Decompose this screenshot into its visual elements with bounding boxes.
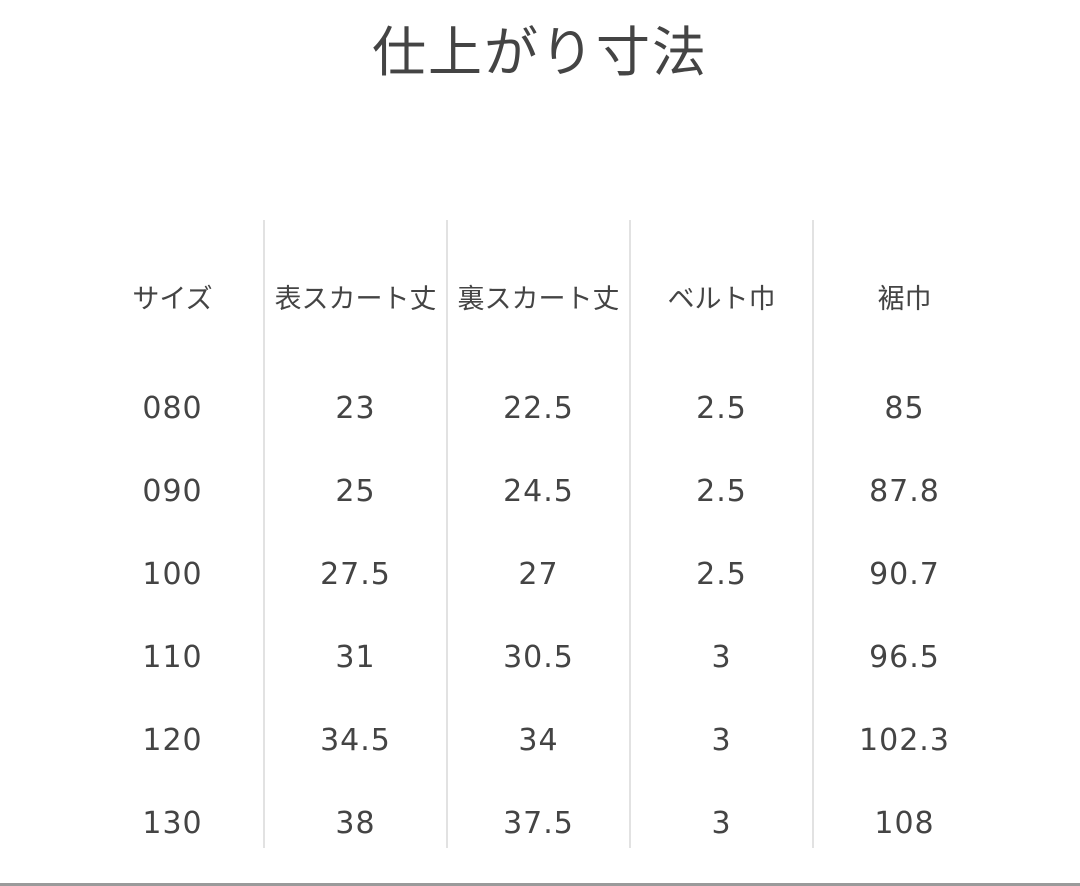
cell-size: 080 — [142, 391, 203, 426]
cell-size: 090 — [142, 474, 203, 509]
cell-belt-width: 2.5 — [696, 474, 747, 509]
cell-belt-width: 3 — [711, 806, 732, 841]
header-inner-skirt-length: 裏スカート丈 — [457, 284, 620, 315]
cell-size: 110 — [142, 640, 203, 675]
cell-inner-skirt-length: 24.5 — [503, 474, 574, 509]
cell-outer-skirt-length: 31 — [335, 640, 376, 675]
table-row: 080 23 22.5 2.5 85 — [81, 367, 996, 450]
table-header-row: サイズ 表スカート丈 裏スカート丈 ベルト巾 裾巾 — [81, 220, 996, 367]
header-belt-width: ベルト巾 — [667, 284, 776, 315]
cell-outer-skirt-length: 25 — [335, 474, 376, 509]
cell-outer-skirt-length: 23 — [335, 391, 376, 426]
header-outer-skirt-length: 表スカート丈 — [274, 284, 437, 315]
cell-hem-width: 90.7 — [869, 557, 940, 592]
cell-inner-skirt-length: 37.5 — [503, 806, 574, 841]
cell-inner-skirt-length: 22.5 — [503, 391, 574, 426]
cell-inner-skirt-length: 34 — [518, 723, 559, 758]
table-row: 120 34.5 34 3 102.3 — [81, 699, 996, 782]
cell-outer-skirt-length: 38 — [335, 806, 376, 841]
cell-inner-skirt-length: 27 — [518, 557, 559, 592]
cell-belt-width: 2.5 — [696, 391, 747, 426]
table-row: 100 27.5 27 2.5 90.7 — [81, 533, 996, 616]
table-row: 090 25 24.5 2.5 87.8 — [81, 450, 996, 533]
cell-hem-width: 108 — [874, 806, 935, 841]
cell-hem-width: 85 — [884, 391, 925, 426]
cell-size: 130 — [142, 806, 203, 841]
cell-outer-skirt-length: 27.5 — [320, 557, 391, 592]
cell-belt-width: 2.5 — [696, 557, 747, 592]
table-row: 110 31 30.5 3 96.5 — [81, 616, 996, 699]
size-table: サイズ 表スカート丈 裏スカート丈 ベルト巾 裾巾 080 23 22.5 2.5 85… — [81, 220, 996, 865]
cell-belt-width: 3 — [711, 723, 732, 758]
cell-outer-skirt-length: 34.5 — [320, 723, 391, 758]
cell-hem-width: 102.3 — [859, 723, 950, 758]
cell-size: 120 — [142, 723, 203, 758]
table-row: 130 38 37.5 3 108 — [81, 782, 996, 865]
cell-inner-skirt-length: 30.5 — [503, 640, 574, 675]
column-divider — [446, 220, 448, 848]
cell-belt-width: 3 — [711, 640, 732, 675]
header-size: サイズ — [132, 284, 213, 315]
cell-size: 100 — [142, 557, 203, 592]
column-divider — [812, 220, 814, 848]
cell-hem-width: 87.8 — [869, 474, 940, 509]
header-hem-width: 裾巾 — [877, 284, 932, 315]
column-divider — [629, 220, 631, 848]
column-divider — [263, 220, 265, 848]
page-title: 仕上がり寸法 — [372, 21, 708, 84]
cell-hem-width: 96.5 — [869, 640, 940, 675]
bottom-divider — [0, 883, 1080, 886]
